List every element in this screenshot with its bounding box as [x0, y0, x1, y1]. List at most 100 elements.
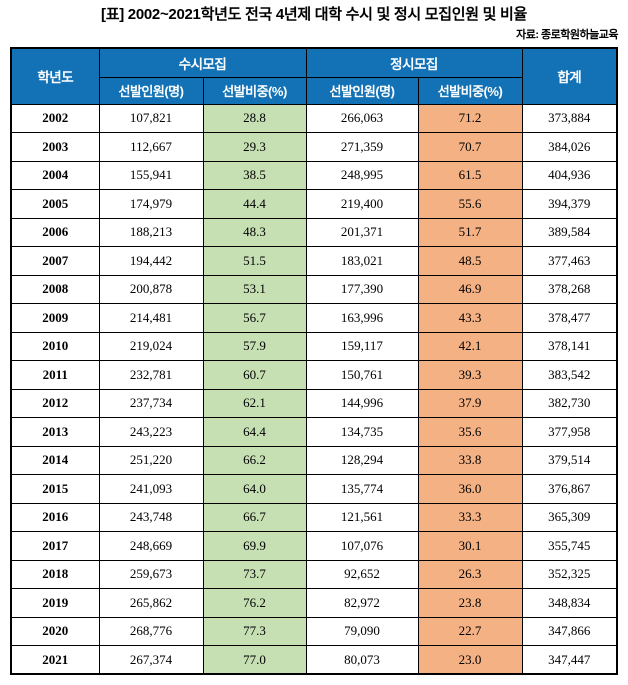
jeongsi-count-cell: 128,294: [305, 445, 419, 475]
year-cell: 2003: [10, 132, 100, 162]
table-row: 2004 155,941 38.5 248,995 61.5 404,936: [10, 160, 618, 190]
susi-ratio-cell: 60.7: [202, 360, 307, 390]
header-susi-count: 선발인원(명): [98, 76, 204, 105]
susi-count-cell: 155,941: [98, 160, 204, 190]
jeongsi-ratio-cell: 35.6: [417, 417, 523, 447]
jeongsi-count-cell: 80,073: [305, 645, 419, 675]
susi-ratio-cell: 66.7: [202, 502, 307, 532]
table-row: 2003 112,667 29.3 271,359 70.7 384,026: [10, 132, 618, 162]
source-note: 자료: 종로학원하늘교육: [516, 29, 618, 41]
year-cell: 2013: [10, 417, 100, 447]
susi-ratio-cell: 48.3: [202, 217, 307, 247]
page-title: [표] 2002~2021학년도 전국 4년제 대학 수시 및 정시 모집인원 …: [101, 6, 527, 23]
header-jeongsi-group: 정시모집: [305, 47, 523, 78]
jeongsi-ratio-cell: 23.8: [417, 588, 523, 618]
jeongsi-ratio-cell: 30.1: [417, 531, 523, 561]
year-cell: 2010: [10, 331, 100, 361]
susi-count-cell: 259,673: [98, 559, 204, 589]
year-cell: 2015: [10, 474, 100, 504]
susi-count-cell: 214,481: [98, 303, 204, 333]
susi-count-cell: 243,748: [98, 502, 204, 532]
susi-ratio-cell: 66.2: [202, 445, 307, 475]
jeongsi-count-cell: 248,995: [305, 160, 419, 190]
susi-count-cell: 267,374: [98, 645, 204, 675]
jeongsi-ratio-cell: 33.3: [417, 502, 523, 532]
jeongsi-ratio-cell: 37.9: [417, 388, 523, 418]
admissions-table: 학년도 수시모집 정시모집 합계 선발인원(명) 선발비중(%) 선발인원(명)…: [10, 47, 618, 675]
table-row: 2002 107,821 28.8 266,063 71.2 373,884: [10, 103, 618, 133]
table-row: 2005 174,979 44.4 219,400 55.6 394,379: [10, 189, 618, 219]
year-cell: 2005: [10, 189, 100, 219]
susi-count-cell: 268,776: [98, 616, 204, 646]
susi-ratio-cell: 51.5: [202, 246, 307, 276]
susi-count-cell: 107,821: [98, 103, 204, 133]
susi-count-cell: 243,223: [98, 417, 204, 447]
year-cell: 2009: [10, 303, 100, 333]
total-cell: 389,584: [521, 217, 618, 247]
susi-count-cell: 248,669: [98, 531, 204, 561]
table-row: 2011 232,781 60.7 150,761 39.3 383,542: [10, 360, 618, 390]
jeongsi-ratio-cell: 71.2: [417, 103, 523, 133]
jeongsi-count-cell: 134,735: [305, 417, 419, 447]
total-cell: 347,447: [521, 645, 618, 675]
header-susi-ratio: 선발비중(%): [202, 76, 307, 105]
susi-ratio-cell: 29.3: [202, 132, 307, 162]
total-cell: 376,867: [521, 474, 618, 504]
table-row: 2006 188,213 48.3 201,371 51.7 389,584: [10, 217, 618, 247]
year-cell: 2020: [10, 616, 100, 646]
jeongsi-count-cell: 201,371: [305, 217, 419, 247]
jeongsi-ratio-cell: 23.0: [417, 645, 523, 675]
total-cell: 382,730: [521, 388, 618, 418]
table-row: 2012 237,734 62.1 144,996 37.9 382,730: [10, 388, 618, 418]
year-cell: 2011: [10, 360, 100, 390]
susi-ratio-cell: 69.9: [202, 531, 307, 561]
jeongsi-count-cell: 271,359: [305, 132, 419, 162]
total-cell: 384,026: [521, 132, 618, 162]
table-row: 2019 265,862 76.2 82,972 23.8 348,834: [10, 588, 618, 618]
header-jeongsi-count: 선발인원(명): [305, 76, 419, 105]
jeongsi-count-cell: 266,063: [305, 103, 419, 133]
jeongsi-count-cell: 121,561: [305, 502, 419, 532]
jeongsi-count-cell: 177,390: [305, 274, 419, 304]
jeongsi-ratio-cell: 43.3: [417, 303, 523, 333]
susi-ratio-cell: 53.1: [202, 274, 307, 304]
susi-count-cell: 112,667: [98, 132, 204, 162]
total-cell: 352,325: [521, 559, 618, 589]
jeongsi-count-cell: 219,400: [305, 189, 419, 219]
susi-count-cell: 265,862: [98, 588, 204, 618]
table-row: 2018 259,673 73.7 92,652 26.3 352,325: [10, 559, 618, 589]
year-cell: 2021: [10, 645, 100, 675]
table-row: 2016 243,748 66.7 121,561 33.3 365,309: [10, 502, 618, 532]
jeongsi-ratio-cell: 51.7: [417, 217, 523, 247]
table-row: 2013 243,223 64.4 134,735 35.6 377,958: [10, 417, 618, 447]
susi-ratio-cell: 38.5: [202, 160, 307, 190]
jeongsi-ratio-cell: 33.8: [417, 445, 523, 475]
jeongsi-ratio-cell: 70.7: [417, 132, 523, 162]
header-year: 학년도: [10, 47, 100, 105]
jeongsi-count-cell: 135,774: [305, 474, 419, 504]
total-cell: 347,866: [521, 616, 618, 646]
susi-count-cell: 200,878: [98, 274, 204, 304]
susi-ratio-cell: 57.9: [202, 331, 307, 361]
susi-count-cell: 194,442: [98, 246, 204, 276]
susi-ratio-cell: 28.8: [202, 103, 307, 133]
year-cell: 2017: [10, 531, 100, 561]
table-row: 2010 219,024 57.9 159,117 42.1 378,141: [10, 331, 618, 361]
susi-ratio-cell: 76.2: [202, 588, 307, 618]
year-cell: 2018: [10, 559, 100, 589]
susi-ratio-cell: 73.7: [202, 559, 307, 589]
total-cell: 378,268: [521, 274, 618, 304]
jeongsi-count-cell: 82,972: [305, 588, 419, 618]
jeongsi-ratio-cell: 42.1: [417, 331, 523, 361]
susi-ratio-cell: 56.7: [202, 303, 307, 333]
susi-count-cell: 232,781: [98, 360, 204, 390]
year-cell: 2004: [10, 160, 100, 190]
jeongsi-count-cell: 107,076: [305, 531, 419, 561]
jeongsi-ratio-cell: 48.5: [417, 246, 523, 276]
year-cell: 2008: [10, 274, 100, 304]
year-cell: 2019: [10, 588, 100, 618]
susi-count-cell: 219,024: [98, 331, 204, 361]
jeongsi-count-cell: 79,090: [305, 616, 419, 646]
susi-count-cell: 251,220: [98, 445, 204, 475]
year-cell: 2007: [10, 246, 100, 276]
